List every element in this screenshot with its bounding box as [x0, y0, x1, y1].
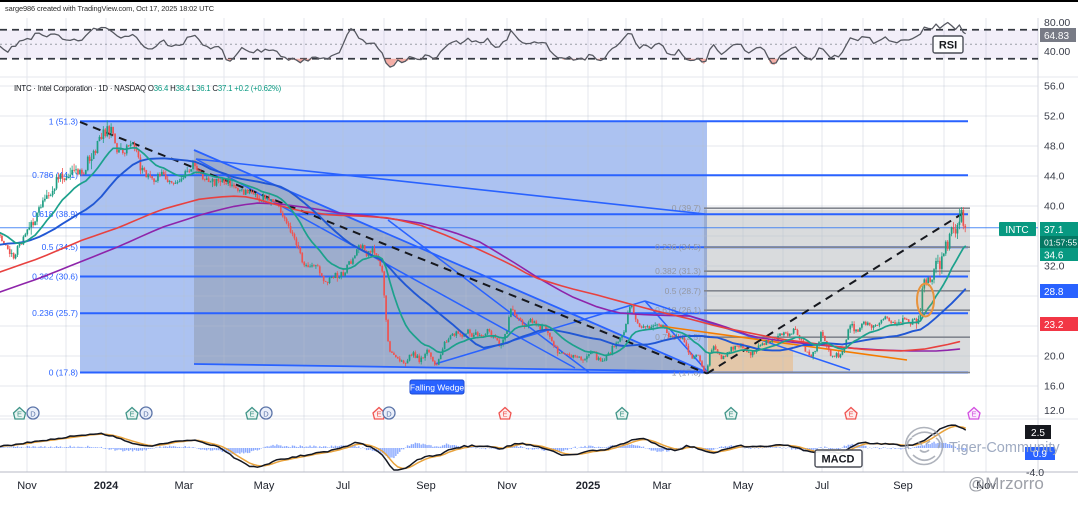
svg-text:0.236 (25.7): 0.236 (25.7) [32, 308, 78, 318]
svg-text:E: E [619, 410, 624, 419]
svg-text:64.83: 64.83 [1044, 31, 1069, 42]
svg-text:48.0: 48.0 [1044, 141, 1065, 153]
svg-text:E: E [249, 410, 254, 419]
svg-text:0 (17.8): 0 (17.8) [49, 368, 78, 378]
svg-text:May: May [733, 480, 754, 492]
svg-text:2025: 2025 [576, 480, 600, 492]
svg-text:Nov: Nov [976, 480, 996, 492]
svg-text:-4.0: -4.0 [1026, 467, 1044, 479]
svg-text:Sep: Sep [416, 480, 436, 492]
svg-text:52.0: 52.0 [1044, 111, 1065, 123]
svg-text:D: D [30, 410, 36, 419]
svg-text:Nov: Nov [497, 480, 517, 492]
svg-text:Falling Wedge: Falling Wedge [410, 383, 464, 393]
svg-text:0.5 (28.7): 0.5 (28.7) [665, 286, 702, 296]
svg-text:Jul: Jul [815, 480, 829, 492]
svg-text:0 (39.7): 0 (39.7) [672, 203, 701, 213]
svg-text:D: D [386, 410, 392, 419]
svg-text:01:57:55: 01:57:55 [1044, 238, 1077, 248]
svg-text:12.0: 12.0 [1044, 405, 1065, 417]
svg-text:RSI: RSI [939, 40, 957, 52]
svg-text:E: E [376, 410, 381, 419]
svg-text:0.9: 0.9 [1033, 449, 1047, 460]
svg-text:D: D [143, 410, 149, 419]
svg-text:0.236 (34.5): 0.236 (34.5) [655, 242, 701, 252]
svg-text:E: E [129, 410, 134, 419]
svg-text:Mar: Mar [175, 480, 194, 492]
svg-text:Jul: Jul [336, 480, 350, 492]
svg-text:0.786 (44.1): 0.786 (44.1) [32, 170, 78, 180]
svg-text:0.618 (38.9): 0.618 (38.9) [32, 209, 78, 219]
svg-text:MACD: MACD [822, 454, 855, 466]
svg-text:0.5 (34.5): 0.5 (34.5) [42, 242, 79, 252]
svg-text:Tiger-Community: Tiger-Community [949, 440, 1060, 456]
svg-text:E: E [971, 410, 976, 419]
svg-text:E: E [502, 410, 507, 419]
svg-text:23.2: 23.2 [1044, 320, 1064, 331]
svg-text:0.618 (26.1): 0.618 (26.1) [655, 305, 701, 315]
svg-text:2024: 2024 [94, 480, 119, 492]
svg-text:0.382 (31.3): 0.382 (31.3) [655, 266, 701, 276]
svg-text:INTC: INTC [1005, 225, 1028, 236]
svg-text:E: E [728, 410, 733, 419]
svg-text:E: E [848, 410, 853, 419]
svg-text:40.00: 40.00 [1044, 46, 1070, 58]
svg-text:Mar: Mar [653, 480, 672, 492]
svg-text:0.382 (30.6): 0.382 (30.6) [32, 272, 78, 282]
svg-text:40.0: 40.0 [1044, 201, 1065, 213]
svg-text:1 (17.8): 1 (17.8) [672, 368, 701, 378]
svg-text:E: E [17, 410, 22, 419]
svg-text:80.00: 80.00 [1044, 17, 1070, 29]
svg-text:44.0: 44.0 [1044, 171, 1065, 183]
svg-text:2.5: 2.5 [1031, 428, 1045, 439]
svg-text:34.6: 34.6 [1044, 251, 1064, 262]
svg-text:20.0: 20.0 [1044, 351, 1065, 363]
svg-text:56.0: 56.0 [1044, 81, 1065, 93]
svg-text:@Mrzorro: @Mrzorro [968, 474, 1044, 493]
svg-text:32.0: 32.0 [1044, 261, 1065, 273]
svg-text:sarge986 created with TradingV: sarge986 created with TradingView.com, O… [5, 4, 215, 13]
svg-text:37.1: 37.1 [1044, 225, 1064, 236]
svg-text:1 (51.3): 1 (51.3) [49, 116, 78, 126]
svg-text:May: May [254, 480, 275, 492]
svg-text:Nov: Nov [17, 480, 37, 492]
svg-text:INTC · Intel Corporation · 1D: INTC · Intel Corporation · 1D · NASDAQ O… [14, 84, 282, 93]
svg-text:D: D [263, 410, 269, 419]
svg-text:28.8: 28.8 [1044, 287, 1064, 298]
svg-text:Sep: Sep [893, 480, 913, 492]
svg-text:16.0: 16.0 [1044, 381, 1065, 393]
